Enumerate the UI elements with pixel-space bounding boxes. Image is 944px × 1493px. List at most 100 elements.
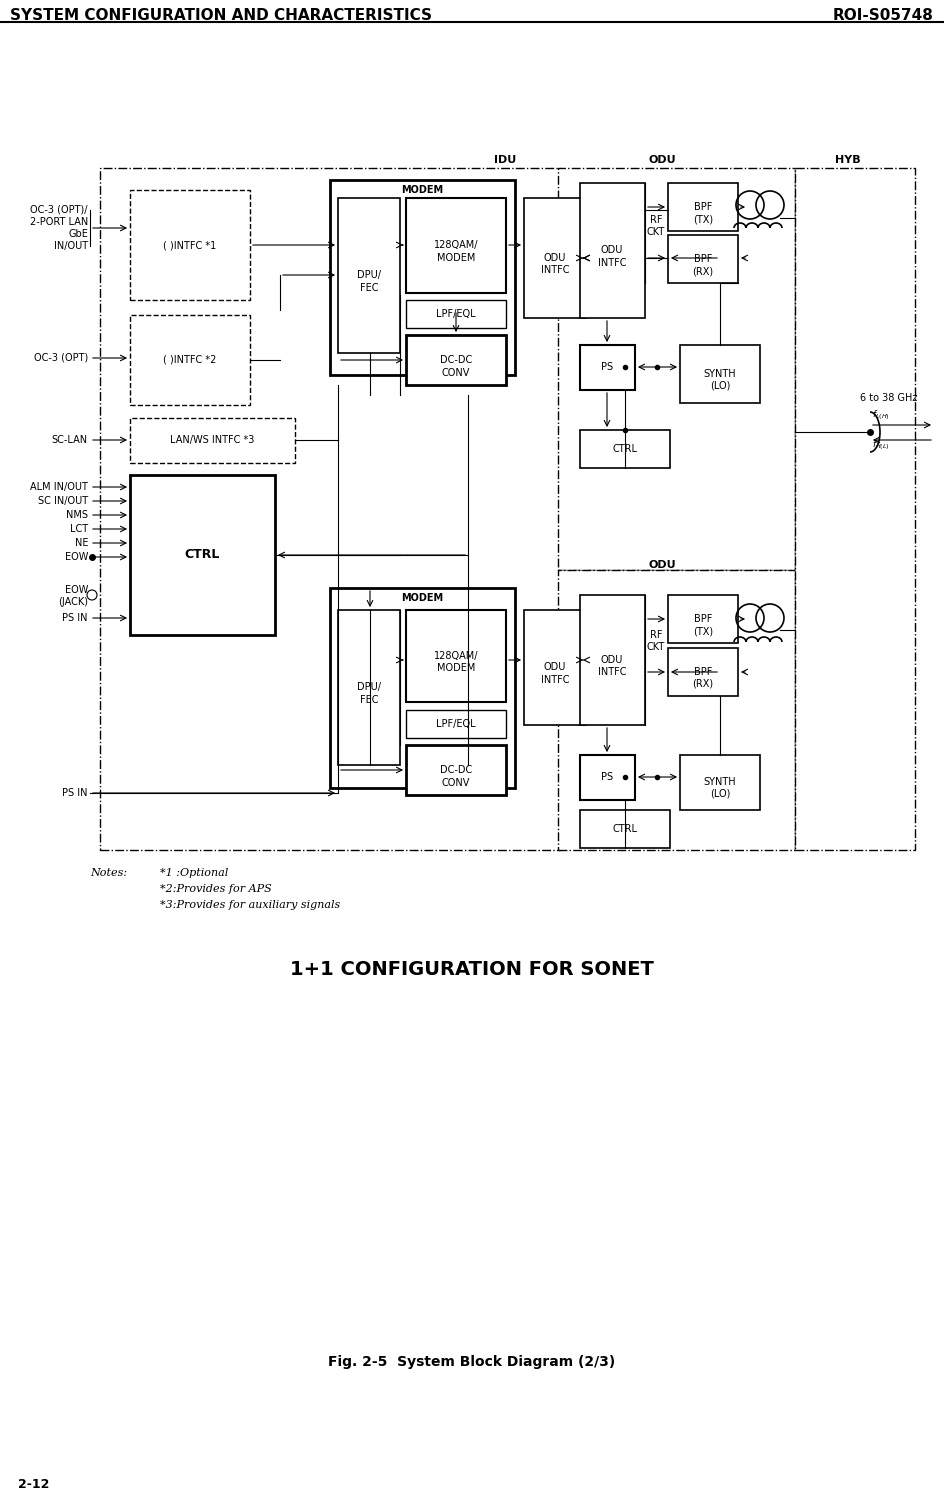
Text: OC-3 (OPT): OC-3 (OPT) [34,352,88,363]
Bar [338,199,400,352]
Text: $f_{L(H)}$: $f_{L(H)}$ [872,408,890,423]
Text: NMS: NMS [66,511,88,520]
Text: PS: PS [601,772,613,782]
Text: CTRL: CTRL [184,548,220,561]
Text: ODU: ODU [600,655,623,664]
Text: RF: RF [649,630,663,640]
Text: ( )INTFC *1: ( )INTFC *1 [163,240,216,249]
Text: SC-LAN: SC-LAN [52,434,88,445]
Bar [668,596,738,643]
Text: CKT: CKT [647,227,666,237]
Text: (LO): (LO) [710,788,731,799]
Text: *2:Provides for APS: *2:Provides for APS [160,884,272,894]
Bar [130,190,250,300]
Bar [580,755,635,800]
Text: IN/OUT: IN/OUT [54,240,88,251]
Text: MODEM: MODEM [437,663,475,673]
Text: FEC: FEC [360,696,379,705]
Text: CTRL: CTRL [613,443,637,454]
Bar [130,315,250,405]
Text: LCT: LCT [70,524,88,534]
Text: INTFC: INTFC [541,675,569,685]
Text: ODU: ODU [649,155,676,166]
Text: (RX): (RX) [693,266,714,276]
Text: ODU: ODU [544,661,566,672]
Text: (TX): (TX) [693,626,713,636]
Text: (TX): (TX) [693,213,713,224]
Bar [680,755,760,811]
Bar [668,234,738,284]
Bar [580,184,645,318]
Text: (LO): (LO) [710,381,731,391]
Text: IDU: IDU [494,155,516,166]
Text: CONV: CONV [442,778,470,788]
Text: GbE: GbE [68,228,88,239]
Text: DC-DC: DC-DC [440,355,472,364]
Text: INTFC: INTFC [598,667,626,676]
Text: MODEM: MODEM [401,593,443,603]
Text: ODU: ODU [544,252,566,263]
Bar [524,199,586,318]
Text: CKT: CKT [647,642,666,652]
Text: (RX): (RX) [693,679,714,688]
Text: PS: PS [601,361,613,372]
Bar [580,811,670,848]
Bar [795,169,915,850]
Text: *1 :Optional: *1 :Optional [160,867,228,878]
Text: SYSTEM CONFIGURATION AND CHARACTERISTICS: SYSTEM CONFIGURATION AND CHARACTERISTICS [10,7,432,22]
Bar [668,648,738,696]
Text: EOW: EOW [64,585,88,596]
Text: DPU/: DPU/ [357,682,381,691]
Text: DC-DC: DC-DC [440,764,472,775]
Text: ODU: ODU [649,560,676,570]
Text: SYNTH: SYNTH [703,369,736,379]
Text: LPF/EQL: LPF/EQL [436,720,476,729]
Text: 2-PORT LAN: 2-PORT LAN [30,216,88,227]
Text: BPF: BPF [694,614,712,624]
Text: BPF: BPF [694,667,712,676]
Text: MODEM: MODEM [401,185,443,196]
Bar [406,611,506,702]
Text: 128QAM/: 128QAM/ [433,240,479,249]
Text: 128QAM/: 128QAM/ [433,651,479,661]
Text: Notes:: Notes: [90,867,127,878]
Text: LPF/EQL: LPF/EQL [436,309,476,320]
Text: OC-3 (OPT)/: OC-3 (OPT)/ [30,205,88,215]
Bar [338,611,400,764]
Text: 2-12: 2-12 [18,1478,49,1492]
Text: *3:Provides for auxiliary signals: *3:Provides for auxiliary signals [160,900,340,911]
Text: NE: NE [75,537,88,548]
Bar [580,430,670,467]
Bar [406,199,506,293]
Text: 6 to 38 GHz: 6 to 38 GHz [860,393,918,403]
Bar [100,169,560,850]
Text: BPF: BPF [694,254,712,264]
Text: CTRL: CTRL [613,824,637,835]
Text: HYB: HYB [835,155,861,166]
Bar [580,596,645,726]
Bar [580,345,635,390]
Text: EOW: EOW [64,552,88,561]
Text: PS IN: PS IN [62,614,88,623]
Text: Fig. 2-5  System Block Diagram (2/3): Fig. 2-5 System Block Diagram (2/3) [329,1356,615,1369]
Text: SYNTH: SYNTH [703,776,736,787]
Text: ODU: ODU [600,245,623,255]
Bar [330,588,515,788]
Bar [130,475,275,635]
Text: MODEM: MODEM [437,252,475,263]
Bar [406,300,506,328]
Text: CONV: CONV [442,367,470,378]
Bar [668,184,738,231]
Bar [558,570,795,850]
Text: $f_{H(L)}$: $f_{H(L)}$ [872,437,890,452]
Bar [558,169,795,570]
Text: 1+1 CONFIGURATION FOR SONET: 1+1 CONFIGURATION FOR SONET [290,960,654,979]
Text: BPF: BPF [694,202,712,212]
Text: DPU/: DPU/ [357,270,381,281]
Text: ALM IN/OUT: ALM IN/OUT [30,482,88,493]
Text: LAN/WS INTFC *3: LAN/WS INTFC *3 [170,434,254,445]
Text: RF: RF [649,215,663,225]
Bar [130,418,295,463]
Text: ( )INTFC *2: ( )INTFC *2 [163,355,217,364]
Text: PS IN: PS IN [62,788,88,797]
